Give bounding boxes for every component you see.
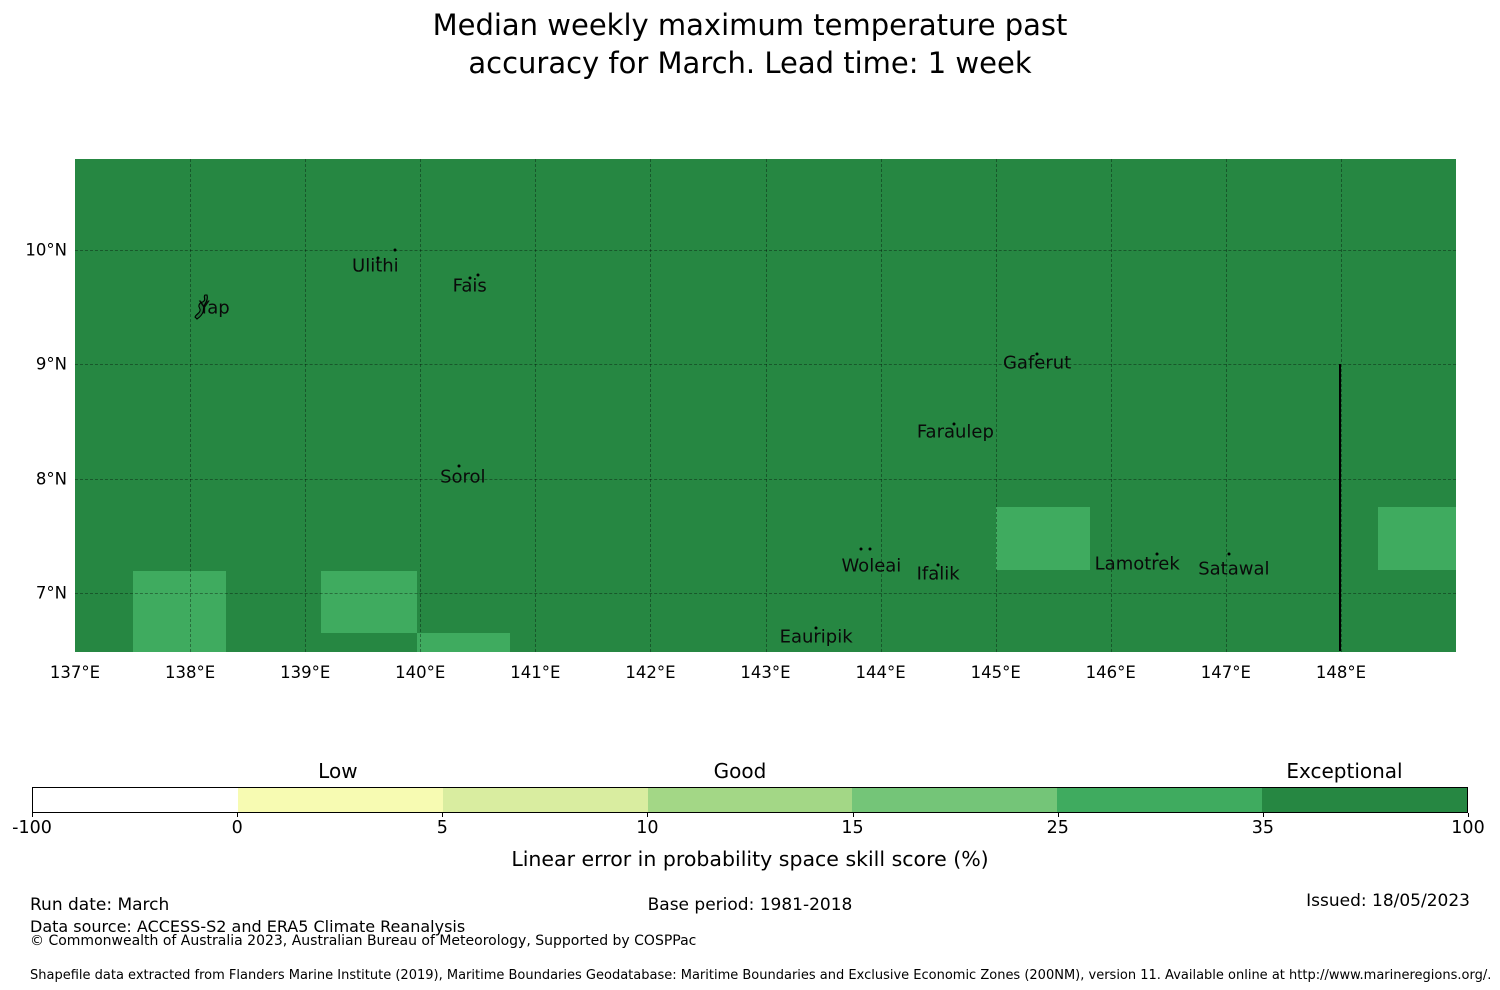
colorbar-tick-mark bbox=[1057, 813, 1059, 817]
x-tick-label: 139°E bbox=[280, 663, 331, 682]
colorbar-tick-label: 15 bbox=[841, 818, 864, 838]
island-marker-dot bbox=[376, 256, 380, 260]
gridline-horizontal bbox=[75, 364, 1456, 366]
gridline-vertical bbox=[995, 159, 997, 652]
colorbar-tick-mark bbox=[1468, 813, 1469, 817]
island-marker-dot bbox=[814, 626, 818, 630]
colorbar-bar bbox=[32, 787, 1468, 813]
colorbar-tick-label: 100 bbox=[1451, 818, 1485, 838]
gridline-vertical bbox=[535, 159, 537, 652]
colorbar-tick-label: 25 bbox=[1046, 818, 1069, 838]
x-tick-label: 142°E bbox=[625, 663, 676, 682]
data-source-text: Data source: ACCESS-S2 and ERA5 Climate … bbox=[30, 917, 466, 936]
island-label-ulithi: Ulithi bbox=[352, 255, 399, 277]
gridline-vertical bbox=[190, 159, 192, 652]
island-marker-dot bbox=[468, 276, 472, 280]
island-marker-dot bbox=[936, 563, 940, 567]
skill-score-cell bbox=[416, 632, 510, 652]
island-label-fais: Fais bbox=[452, 275, 487, 297]
island-marker-dot bbox=[859, 547, 863, 551]
colorbar-axis-label: Linear error in probability space skill … bbox=[511, 847, 989, 871]
colorbar-segment bbox=[237, 788, 443, 812]
colorbar-segment bbox=[1262, 788, 1468, 812]
issued-date-text: Issued: 18/05/2023 bbox=[1306, 891, 1470, 911]
y-tick-label: 7°N bbox=[35, 583, 67, 603]
island-marker-dot bbox=[1155, 552, 1159, 556]
island-label-sorol: Sorol bbox=[440, 466, 486, 488]
colorbar-category-label-low: Low bbox=[318, 759, 358, 783]
colorbar-tick-label: 0 bbox=[231, 818, 243, 838]
colorbar-segment bbox=[852, 788, 1058, 812]
colorbar-segment bbox=[1057, 788, 1263, 812]
island-marker-dot bbox=[1227, 552, 1231, 556]
gridline-vertical bbox=[1340, 159, 1342, 652]
chart-title-line-1: Median weekly maximum temperature past bbox=[432, 8, 1068, 42]
colorbar-tick-label: 5 bbox=[436, 818, 448, 838]
y-tick-label: 8°N bbox=[35, 469, 67, 489]
x-tick-label: 145°E bbox=[970, 663, 1021, 682]
copyright-text: © Commonwealth of Australia 2023, Austra… bbox=[30, 933, 697, 949]
island-label-lamotrek: Lamotrek bbox=[1094, 553, 1180, 575]
gridline-vertical bbox=[420, 159, 422, 652]
x-tick-label: 148°E bbox=[1315, 663, 1366, 682]
base-period-text: Base period: 1981-2018 bbox=[647, 895, 853, 915]
island-marker-dot bbox=[476, 273, 480, 277]
skill-score-cell bbox=[995, 507, 1091, 570]
y-tick-label: 9°N bbox=[35, 354, 67, 374]
x-tick-label: 144°E bbox=[855, 663, 906, 682]
gridline-vertical bbox=[880, 159, 882, 652]
x-tick-label: 143°E bbox=[740, 663, 791, 682]
x-tick-label: 138°E bbox=[164, 663, 216, 682]
shapefile-attribution-text: Shapefile data extracted from Flanders M… bbox=[30, 968, 1492, 983]
x-tick-label: 146°E bbox=[1085, 663, 1136, 682]
colorbar-tick-label: -100 bbox=[12, 818, 52, 838]
island-label-faraulep: Faraulep bbox=[916, 421, 994, 443]
island-marker-dot bbox=[393, 248, 397, 252]
colorbar-tick-mark bbox=[32, 813, 33, 817]
colorbar-tick-mark bbox=[647, 813, 649, 817]
skill-score-cell bbox=[321, 570, 417, 633]
gridline-vertical bbox=[1225, 159, 1227, 652]
run-date-text: Run date: March bbox=[30, 895, 170, 915]
skill-score-cell bbox=[132, 570, 226, 652]
chart-title-line-2: accuracy for March. Lead time: 1 week bbox=[468, 46, 1032, 80]
gridline-vertical bbox=[305, 159, 307, 652]
x-tick-label: 137°E bbox=[49, 663, 101, 682]
gridline-horizontal bbox=[75, 250, 1456, 252]
island-label-eauripik: Eauripik bbox=[779, 626, 853, 648]
x-tick-label: 147°E bbox=[1200, 663, 1251, 682]
y-tick-label: 10°N bbox=[25, 240, 67, 260]
colorbar-tick-mark bbox=[1262, 813, 1264, 817]
gridline-vertical bbox=[650, 159, 652, 652]
island-label-gaferut: Gaferut bbox=[1002, 352, 1072, 374]
colorbar-segment bbox=[442, 788, 648, 812]
colorbar-tick-mark bbox=[237, 813, 239, 817]
island-marker-dot bbox=[868, 547, 872, 551]
island-label-ifalik: Ifalik bbox=[916, 563, 960, 585]
colorbar-segment bbox=[33, 788, 238, 812]
colorbar-tick-label: 10 bbox=[636, 818, 659, 838]
gridline-vertical bbox=[1110, 159, 1112, 652]
colorbar-tick-mark bbox=[852, 813, 854, 817]
island-label-satawal: Satawal bbox=[1198, 558, 1270, 580]
map-plot-area: Yap Ulithi Fais Sorol Gaferut Faraulep Woleai I… bbox=[75, 159, 1456, 652]
x-tick-label: 141°E bbox=[510, 663, 561, 682]
eez-boundary-line bbox=[1338, 364, 1341, 651]
gridline-horizontal bbox=[75, 478, 1456, 480]
colorbar-tick-mark bbox=[442, 813, 444, 817]
island-marker-dot bbox=[952, 422, 956, 426]
colorbar-segment bbox=[647, 788, 853, 812]
skill-score-cell bbox=[1377, 507, 1456, 570]
colorbar-category-label-exceptional: Exceptional bbox=[1286, 759, 1403, 783]
gridline-vertical bbox=[765, 159, 767, 652]
x-tick-label: 140°E bbox=[395, 663, 446, 682]
yap-island-shape bbox=[192, 294, 214, 324]
colorbar-category-label-good: Good bbox=[713, 759, 767, 783]
island-marker-dot bbox=[457, 464, 461, 468]
island-label-woleai: Woleai bbox=[841, 555, 902, 577]
island-marker-dot bbox=[1035, 352, 1039, 356]
colorbar-tick-label: 35 bbox=[1251, 818, 1274, 838]
gridline-horizontal bbox=[75, 592, 1456, 594]
